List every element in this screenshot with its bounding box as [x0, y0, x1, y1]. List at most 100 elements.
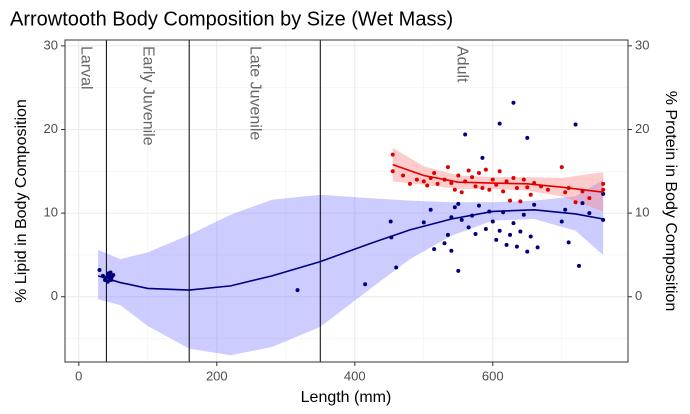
confidence-band: [98, 179, 604, 356]
x-tick-label: 200: [206, 368, 228, 383]
point: [490, 177, 495, 182]
point: [508, 198, 513, 203]
point: [566, 240, 571, 245]
y2-axis-title: % Protein in Body Composition: [662, 91, 679, 312]
x-tick-label: 0: [75, 368, 82, 383]
stage-label: Larval: [77, 46, 94, 90]
stage-label: Early Juvenile: [140, 46, 157, 146]
chart-title: Arrowtooth Body Composition by Size (Wet…: [10, 8, 453, 30]
point: [452, 187, 457, 192]
point: [445, 165, 450, 170]
point: [459, 190, 464, 195]
point: [390, 169, 395, 174]
point: [532, 202, 537, 207]
confidence-band: [392, 147, 604, 212]
y-tick-label: 10: [44, 205, 58, 220]
point: [459, 217, 464, 222]
point: [466, 168, 471, 173]
y2-tick-label: 10: [635, 205, 649, 220]
point: [295, 288, 300, 293]
point: [470, 175, 475, 180]
point: [497, 169, 502, 174]
point: [494, 237, 499, 242]
point: [577, 263, 582, 268]
point: [445, 232, 450, 237]
point: [601, 187, 606, 192]
point: [401, 173, 406, 178]
fit-line: [97, 208, 604, 291]
point: [432, 247, 437, 252]
point: [573, 122, 578, 127]
y-tick-label: 0: [51, 288, 58, 303]
point: [504, 242, 509, 247]
point: [559, 219, 564, 224]
y-tick-label: 30: [44, 37, 58, 52]
point: [504, 179, 509, 184]
point: [559, 165, 564, 170]
point: [483, 167, 488, 172]
point: [390, 152, 395, 157]
y2-tick-label: 30: [635, 37, 649, 52]
point: [563, 190, 568, 195]
point: [473, 232, 478, 237]
point: [525, 249, 530, 254]
point: [573, 200, 578, 205]
point: [483, 227, 488, 232]
stage-label: Late Juvenile: [247, 46, 264, 140]
plot-border: [64, 39, 629, 363]
point: [525, 185, 530, 190]
point: [528, 234, 533, 239]
point: [601, 181, 606, 186]
point: [363, 282, 368, 287]
point: [435, 181, 440, 186]
point: [428, 207, 433, 212]
point: [518, 199, 523, 204]
point: [497, 228, 502, 233]
point: [508, 232, 513, 237]
point: [535, 245, 540, 250]
point: [476, 170, 481, 175]
point: [528, 192, 533, 197]
point: [106, 271, 111, 276]
point: [456, 201, 461, 206]
point: [111, 273, 116, 278]
point: [388, 219, 393, 224]
point: [414, 177, 419, 182]
point: [511, 100, 516, 105]
point: [105, 279, 110, 284]
point: [490, 219, 495, 224]
point: [394, 265, 399, 270]
x-tick-label: 600: [482, 368, 504, 383]
point: [456, 173, 461, 178]
point: [521, 212, 526, 217]
point: [545, 187, 550, 192]
point: [421, 179, 426, 184]
fit-line: [392, 163, 604, 194]
point: [514, 244, 519, 249]
point: [407, 181, 412, 186]
point: [587, 196, 592, 201]
point: [456, 268, 461, 273]
point: [587, 211, 592, 216]
y-tick-label: 20: [44, 121, 58, 136]
point: [442, 241, 447, 246]
point: [463, 132, 468, 137]
point: [97, 268, 102, 272]
point: [521, 177, 526, 182]
point: [511, 176, 516, 180]
point: [449, 181, 454, 186]
point: [511, 221, 516, 226]
point: [518, 229, 523, 234]
point: [501, 189, 506, 194]
point: [425, 183, 430, 188]
point: [514, 186, 519, 191]
point: [466, 225, 471, 230]
point: [473, 184, 478, 189]
point: [497, 121, 502, 126]
point: [421, 220, 426, 225]
point: [476, 203, 481, 208]
x-axis-title: Length (mm): [301, 389, 392, 406]
x-tick-label: 400: [344, 368, 366, 383]
y2-tick-label: 20: [635, 121, 649, 136]
point: [449, 248, 454, 253]
